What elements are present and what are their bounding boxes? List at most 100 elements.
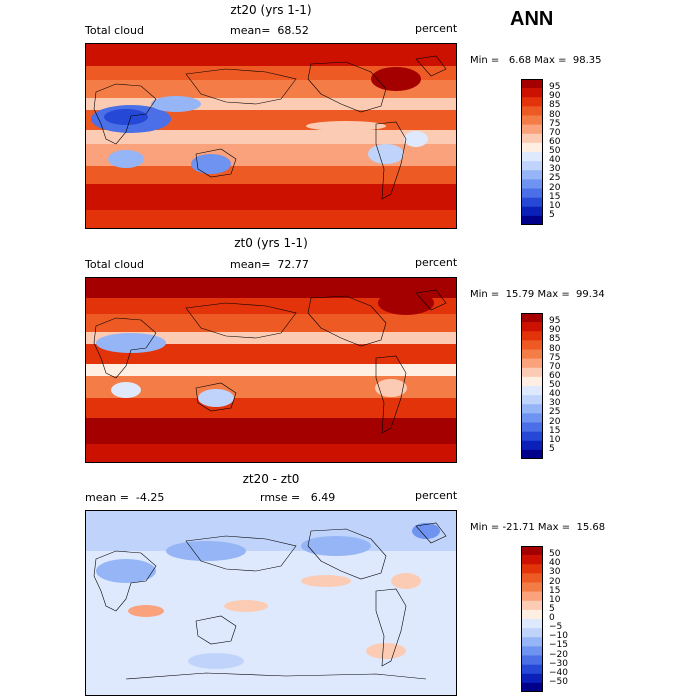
colorbar-swatch	[521, 440, 543, 451]
colorbar-swatch	[521, 376, 543, 387]
colorbar-swatch	[521, 115, 543, 125]
colorbar-tick-label: 50	[549, 380, 561, 390]
colorbar-swatch	[521, 682, 543, 693]
colorbar-swatch	[521, 600, 543, 611]
colorbar-tick-label: 70	[549, 361, 561, 372]
colorbar-tick-label: 40	[549, 389, 561, 400]
colorbar-tick-label: 5	[549, 603, 555, 614]
colorbar-swatch	[521, 142, 543, 153]
colorbar-tick-label: 85	[549, 100, 561, 111]
colorbar-swatch	[521, 97, 543, 107]
colorbar-swatch	[521, 106, 543, 116]
colorbar-tick-label: 40	[549, 155, 561, 166]
panel1-left-label: Total cloud	[85, 24, 144, 37]
colorbar-tick-label: 50	[549, 549, 561, 560]
colorbar-swatch	[521, 546, 543, 556]
colorbar-swatch	[521, 609, 543, 620]
colorbar-swatch	[521, 619, 543, 629]
colorbar-tick-label: 90	[549, 91, 561, 102]
panel2-colorbar-labels: 95 90 85 80 75 70 60 50 40 30 25 20 15 10 5	[549, 313, 589, 459]
colorbar-tick-label: 5	[549, 209, 555, 220]
colorbar-tick-label: −50	[549, 676, 568, 687]
colorbar-swatch	[521, 124, 543, 135]
panel2-map-svg	[86, 278, 456, 462]
panel2-minmax: Min = 15.79 Max = 99.34	[470, 289, 605, 300]
colorbar-tick-label: 20	[549, 576, 561, 587]
colorbar-swatch	[521, 449, 543, 460]
colorbar-swatch	[521, 395, 543, 405]
colorbar-tick-label: 70	[549, 127, 561, 138]
colorbar-swatch	[521, 340, 543, 350]
colorbar-tick-label: 95	[549, 82, 561, 93]
panel3-colorbar-labels: 50 40 30 20 15 10 5 0 −5 −10 −15 −20 −30 −40 −50	[549, 546, 589, 692]
panel1-minmax: Min = 6.68 Max = 98.35	[470, 55, 602, 66]
panel1-map	[85, 43, 457, 229]
panel2-left-label: Total cloud	[85, 258, 144, 271]
colorbar-swatch	[521, 79, 543, 89]
colorbar-swatch	[521, 431, 543, 442]
colorbar-tick-label: 90	[549, 325, 561, 336]
colorbar-swatch	[521, 197, 543, 208]
colorbar-tick-label: 60	[549, 370, 561, 381]
colorbar-swatch	[521, 628, 543, 638]
panel2-colorbar-svg	[521, 313, 543, 460]
colorbar-swatch	[521, 161, 543, 171]
colorbar-swatch	[521, 358, 543, 369]
colorbar-frame	[521, 546, 543, 692]
panel2-colorbar	[521, 313, 543, 460]
panel1-mean-label: mean= 68.52	[230, 24, 309, 37]
colorbar-tick-label: 30	[549, 164, 561, 175]
colorbar-swatch	[521, 349, 543, 359]
panel2-mean-label: mean= 72.77	[230, 258, 309, 271]
colorbar-swatch	[521, 88, 543, 98]
colorbar-tick-label: 30	[549, 398, 561, 409]
season-label: ANN	[510, 8, 554, 30]
colorbar-tick-label: −40	[549, 667, 568, 678]
panel1-colorbar	[521, 79, 543, 226]
colorbar-swatch	[521, 582, 543, 592]
colorbar-swatch	[521, 386, 543, 396]
panel3-title: zt20 - zt0	[242, 472, 300, 486]
colorbar-swatch	[521, 673, 543, 684]
colorbar-swatch	[521, 152, 543, 162]
colorbar-swatch	[521, 555, 543, 565]
panel1-title: zt20 (yrs 1-1)	[230, 3, 312, 17]
colorbar-swatch	[521, 215, 543, 226]
colorbar-swatch	[521, 646, 543, 656]
panel3-colorbar	[521, 546, 543, 693]
colorbar-tick-label: 75	[549, 352, 561, 363]
colorbar-swatch	[521, 133, 543, 144]
colorbar-swatch	[521, 664, 543, 675]
colorbar-swatch	[521, 206, 543, 217]
colorbar-tick-label: 10	[549, 594, 561, 605]
panel1-colorbar-svg	[521, 79, 543, 226]
panel1-map-svg	[86, 44, 456, 228]
colorbar-tick-label: 85	[549, 334, 561, 345]
colorbar-tick-label: −5	[549, 622, 563, 633]
colorbar-swatch	[521, 170, 543, 180]
panel3-map-svg	[86, 511, 456, 695]
colorbar-frame	[521, 79, 543, 225]
colorbar-tick-label: 5	[549, 443, 555, 454]
colorbar-tick-label: 15	[549, 191, 561, 202]
colorbar-swatch	[521, 573, 543, 583]
colorbar-swatch	[521, 564, 543, 574]
colorbar-swatch	[521, 591, 543, 602]
colorbar-tick-label: 80	[549, 343, 561, 354]
panel2-units-label: percent	[415, 256, 458, 269]
colorbar-swatch	[521, 655, 543, 665]
panel3-mean-label: mean = -4.25	[85, 491, 165, 504]
panel3-rmse-label: rmse = 6.49	[260, 491, 336, 504]
colorbar-tick-label: −15	[549, 640, 568, 651]
panel1-colorbar-labels: 95 90 85 80 75 70 60 50 40 30 25 20 15 10 5	[549, 79, 589, 225]
colorbar-swatch	[521, 179, 543, 189]
colorbar-tick-label: 15	[549, 425, 561, 436]
colorbar-frame	[521, 313, 543, 459]
colorbar-swatch	[521, 422, 543, 432]
colorbar-swatch	[521, 413, 543, 423]
colorbar-tick-label: 75	[549, 118, 561, 129]
colorbar-tick-label: 0	[549, 613, 555, 623]
panel1-units-label: percent	[415, 22, 458, 35]
colorbar-swatch	[521, 404, 543, 414]
panel3-minmax: Min = -21.71 Max = 15.68	[470, 522, 606, 533]
